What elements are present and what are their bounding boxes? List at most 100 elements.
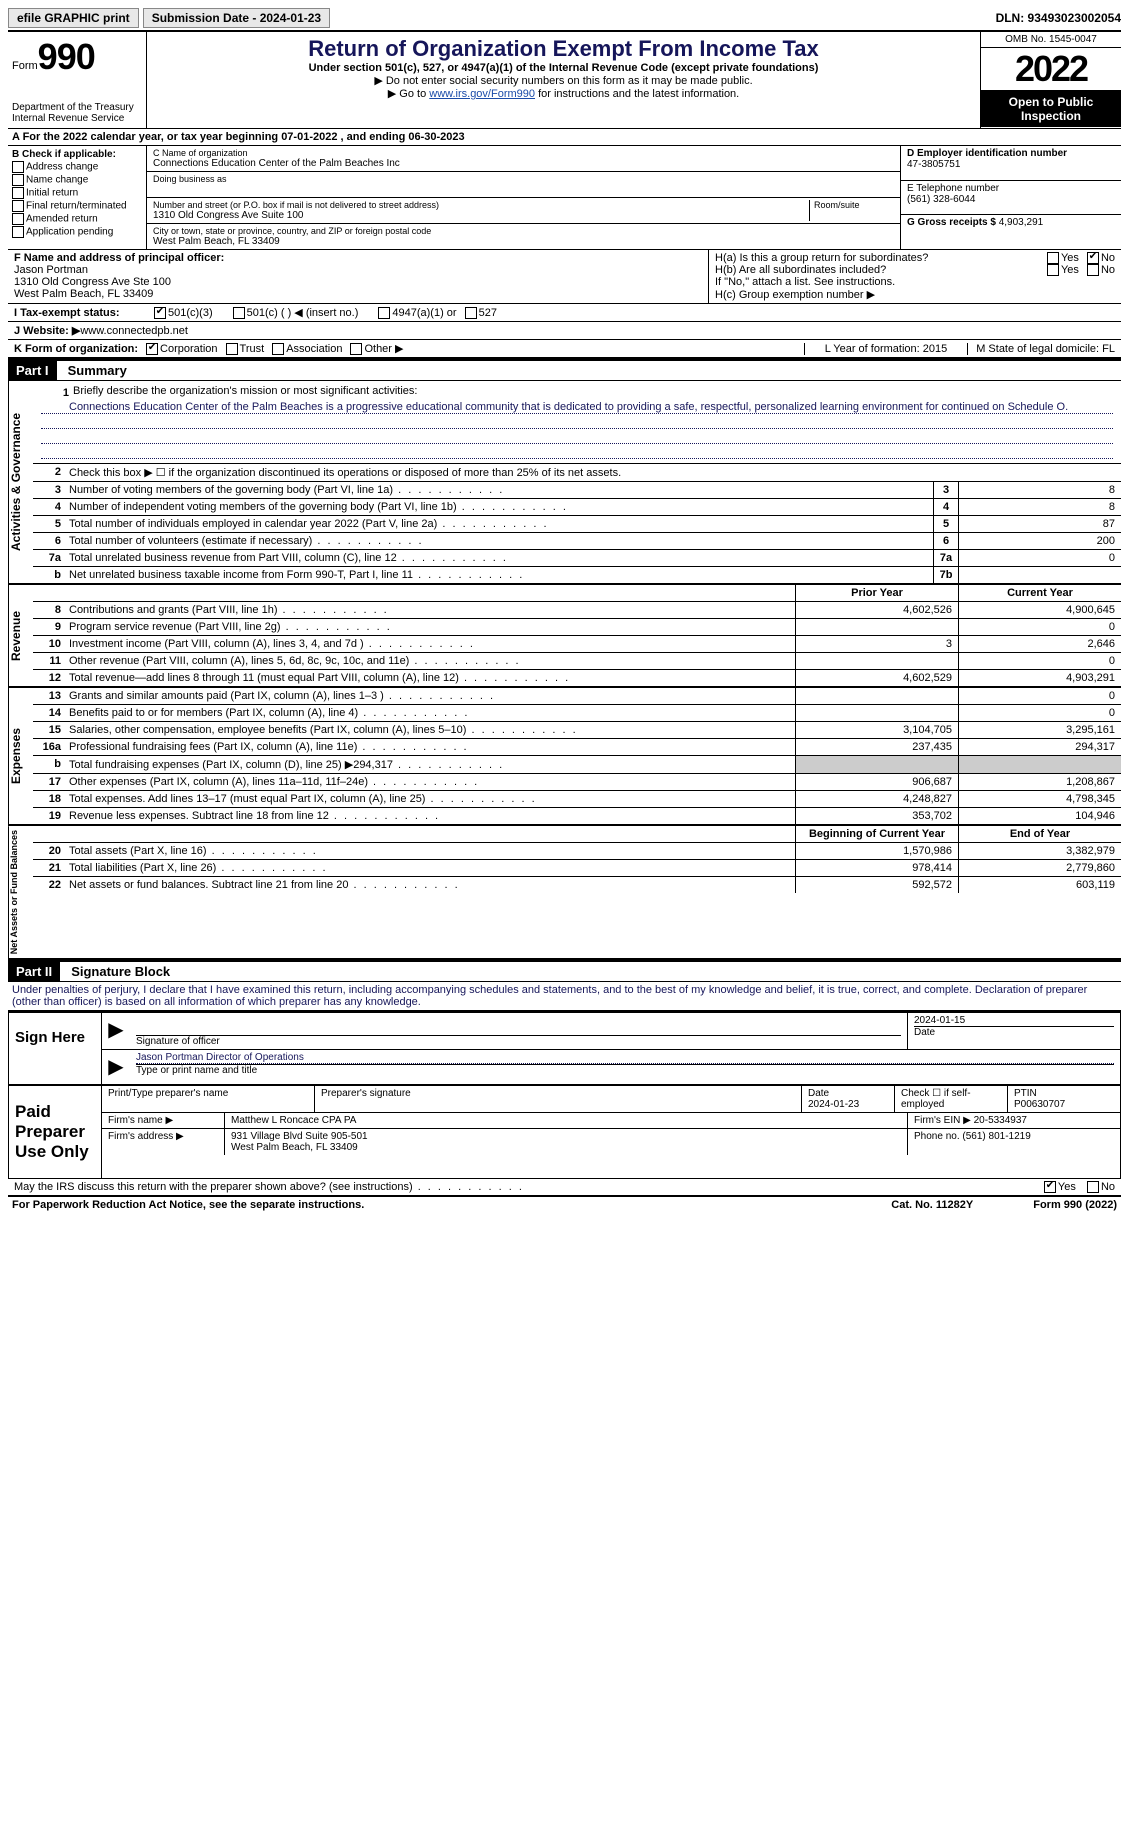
chk-initial[interactable]: Initial return xyxy=(12,187,142,199)
chk-pending[interactable]: Application pending xyxy=(12,226,142,238)
end-year-head: End of Year xyxy=(958,826,1121,842)
chk-527[interactable] xyxy=(465,307,477,319)
discuss-row: May the IRS discuss this return with the… xyxy=(8,1179,1121,1196)
tax-year: 2022 xyxy=(981,48,1121,91)
hb-note: If "No," attach a list. See instructions… xyxy=(715,276,1115,288)
ha-no[interactable] xyxy=(1087,252,1099,264)
print-name-label: Type or print name and title xyxy=(136,1064,1114,1076)
form-org-label: K Form of organization: xyxy=(14,343,138,355)
officer-print-name: Jason Portman Director of Operations xyxy=(136,1052,1114,1064)
discuss-yes[interactable] xyxy=(1044,1181,1056,1193)
addr-label: Number and street (or P.O. box if mail i… xyxy=(153,200,809,210)
prior-year-head: Prior Year xyxy=(795,585,958,601)
expenses-label: Expenses xyxy=(8,688,33,824)
chk-trust[interactable] xyxy=(226,343,238,355)
firm-name: Matthew L Roncace CPA PA xyxy=(225,1113,908,1128)
form-subtitle: Under section 501(c), 527, or 4947(a)(1)… xyxy=(155,62,972,74)
discuss-no[interactable] xyxy=(1087,1181,1099,1193)
penalty-text: Under penalties of perjury, I declare th… xyxy=(8,982,1121,1011)
chk-assoc[interactable] xyxy=(272,343,284,355)
state-domicile: M State of legal domicile: FL xyxy=(967,343,1115,355)
sig-date-label: Date xyxy=(914,1026,1114,1038)
chk-4947[interactable] xyxy=(378,307,390,319)
hb-no[interactable] xyxy=(1087,264,1099,276)
netasset-line: 22Net assets or fund balances. Subtract … xyxy=(33,877,1121,893)
prep-date-label: Date xyxy=(808,1088,888,1099)
officer-name: Jason Portman xyxy=(14,264,702,276)
part1-header: Part I Summary xyxy=(8,359,1121,381)
firm-name-label: Firm's name ▶ xyxy=(102,1113,225,1128)
prep-name-label: Print/Type preparer's name xyxy=(108,1088,308,1099)
revenue-line: 10Investment income (Part VIII, column (… xyxy=(33,636,1121,653)
col-c: C Name of organization Connections Educa… xyxy=(147,146,900,249)
firm-addr2: West Palm Beach, FL 33409 xyxy=(231,1142,901,1153)
pra-notice: For Paperwork Reduction Act Notice, see … xyxy=(12,1199,364,1211)
sig-officer-label: Signature of officer xyxy=(136,1035,901,1047)
expense-line: bTotal fundraising expenses (Part IX, co… xyxy=(33,756,1121,774)
officer-label: F Name and address of principal officer: xyxy=(14,252,702,264)
website-label: J Website: ▶ xyxy=(14,324,80,337)
row-klm: K Form of organization: Corporation Trus… xyxy=(8,340,1121,359)
ha-yes[interactable] xyxy=(1047,252,1059,264)
block-fh: F Name and address of principal officer:… xyxy=(8,250,1121,304)
revenue-line: 8Contributions and grants (Part VIII, li… xyxy=(33,602,1121,619)
form-number: Form990 xyxy=(12,36,142,78)
activities-section: Activities & Governance 1 Briefly descri… xyxy=(8,381,1121,585)
phone-label: E Telephone number xyxy=(907,183,1115,194)
revenue-section: Revenue Prior Year Current Year 8Contrib… xyxy=(8,585,1121,688)
hb-yes[interactable] xyxy=(1047,264,1059,276)
netasset-line: 20Total assets (Part X, line 16)1,570,98… xyxy=(33,843,1121,860)
part2-header: Part II Signature Block xyxy=(8,960,1121,982)
dba-label: Doing business as xyxy=(153,174,894,184)
line1-desc: Briefly describe the organization's miss… xyxy=(73,385,417,401)
section-a: A For the 2022 calendar year, or tax yea… xyxy=(8,129,1121,146)
irs-link[interactable]: www.irs.gov/Form990 xyxy=(429,88,535,100)
open-inspection: Open to Public Inspection xyxy=(981,91,1121,127)
chk-address[interactable]: Address change xyxy=(12,161,142,173)
col-b: B Check if applicable: Address change Na… xyxy=(8,146,147,249)
top-bar: efile GRAPHIC print Submission Date - 20… xyxy=(8,8,1121,32)
arrow-icon: ▶ xyxy=(102,1013,130,1049)
paid-preparer-label: Paid Preparer Use Only xyxy=(9,1086,102,1178)
city: West Palm Beach, FL 33409 xyxy=(153,236,894,247)
col-b-label: B Check if applicable: xyxy=(12,149,142,160)
chk-name[interactable]: Name change xyxy=(12,174,142,186)
netassets-section: Net Assets or Fund Balances Beginning of… xyxy=(8,826,1121,960)
activities-label: Activities & Governance xyxy=(8,381,33,583)
form-footer: Form 990 (2022) xyxy=(1033,1199,1117,1211)
chk-final[interactable]: Final return/terminated xyxy=(12,200,142,212)
dln: DLN: 93493023002054 xyxy=(996,11,1121,25)
part2-title: Signature Block xyxy=(63,964,170,979)
note-link: ▶ Go to www.irs.gov/Form990 for instruct… xyxy=(155,87,972,100)
check-self-employed[interactable]: Check ☐ if self-employed xyxy=(895,1086,1008,1112)
ptin-label: PTIN xyxy=(1014,1088,1114,1099)
netasset-line: 21Total liabilities (Part X, line 26)978… xyxy=(33,860,1121,877)
chk-corp[interactable] xyxy=(146,343,158,355)
city-label: City or town, state or province, country… xyxy=(153,226,894,236)
firm-addr-label: Firm's address ▶ xyxy=(102,1129,225,1155)
revenue-label: Revenue xyxy=(8,585,33,686)
col-h: H(a) Is this a group return for subordin… xyxy=(708,250,1121,303)
line2-num: 2 xyxy=(33,464,65,481)
revenue-line: 11Other revenue (Part VIII, column (A), … xyxy=(33,653,1121,670)
form-title: Return of Organization Exempt From Incom… xyxy=(155,36,972,62)
expense-line: 19Revenue less expenses. Subtract line 1… xyxy=(33,808,1121,824)
note-pre: ▶ Go to xyxy=(388,88,429,100)
omb-number: OMB No. 1545-0047 xyxy=(981,32,1121,48)
firm-ein: 20-5334937 xyxy=(974,1115,1027,1126)
expense-line: 16aProfessional fundraising fees (Part I… xyxy=(33,739,1121,756)
note-post: for instructions and the latest informat… xyxy=(535,88,739,100)
hb-label: H(b) Are all subordinates included? xyxy=(715,264,1047,276)
year-formation: L Year of formation: 2015 xyxy=(804,343,968,355)
efile-button[interactable]: efile GRAPHIC print xyxy=(8,8,139,28)
chk-amended[interactable]: Amended return xyxy=(12,213,142,225)
chk-501c[interactable] xyxy=(233,307,245,319)
chk-501c3[interactable] xyxy=(154,307,166,319)
form-header: Form990 Department of the Treasury Inter… xyxy=(8,32,1121,129)
chk-other[interactable] xyxy=(350,343,362,355)
sign-block: Sign Here ▶ Signature of officer 2024-01… xyxy=(8,1011,1121,1085)
addr: 1310 Old Congress Ave Suite 100 xyxy=(153,210,809,221)
col-f: F Name and address of principal officer:… xyxy=(8,250,708,303)
hc-label: H(c) Group exemption number ▶ xyxy=(715,288,1115,301)
discuss-text: May the IRS discuss this return with the… xyxy=(14,1181,524,1193)
